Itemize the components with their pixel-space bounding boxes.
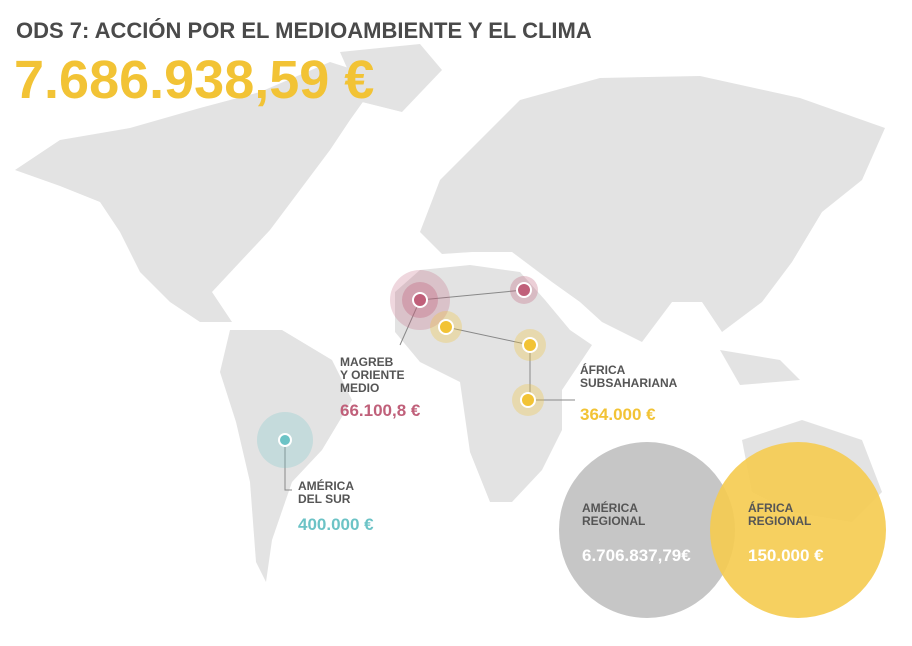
region-label: DEL SUR bbox=[298, 492, 351, 506]
region-label: REGIONAL bbox=[582, 514, 645, 528]
region-amount: 364.000 € bbox=[580, 405, 656, 424]
markers bbox=[257, 270, 546, 468]
region-amount: 400.000 € bbox=[298, 515, 374, 534]
region-label: REGIONAL bbox=[748, 514, 811, 528]
region-label: ÁFRICA bbox=[580, 362, 626, 377]
africa-regional-bubble bbox=[710, 442, 886, 618]
region-label: Y ORIENTE bbox=[340, 368, 404, 382]
title: ODS 7: ACCIÓN POR EL MEDIOAMBIENTE Y EL … bbox=[16, 18, 592, 43]
connectors bbox=[284, 289, 575, 491]
region-amount: 150.000 € bbox=[748, 546, 824, 565]
region-amount: 66.100,8 € bbox=[340, 401, 421, 420]
america-regional-bubble bbox=[559, 442, 735, 618]
region-label: SUBSAHARIANA bbox=[580, 376, 678, 390]
region-label: AMÉRICA bbox=[298, 478, 354, 493]
region-amount: 6.706.837,79€ bbox=[582, 546, 691, 565]
total: 7.686.938,59 € bbox=[14, 50, 374, 110]
region-label: MEDIO bbox=[340, 381, 379, 395]
region-label: AMÉRICA bbox=[582, 500, 638, 515]
region-label: ÁFRICA bbox=[748, 500, 794, 515]
region-label: MAGREB bbox=[340, 355, 394, 369]
